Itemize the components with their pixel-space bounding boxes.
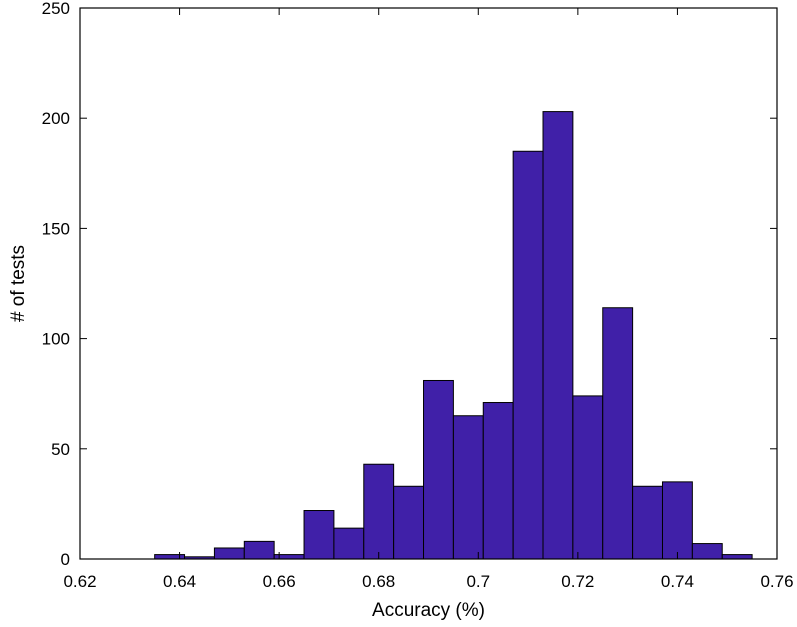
y-tick-label-2: 100 [42, 330, 70, 349]
y-tick-label-4: 200 [42, 109, 70, 128]
x-tick-label-5: 0.72 [561, 572, 594, 591]
x-tick-label-3: 0.68 [362, 572, 395, 591]
histogram-bar-18 [691, 543, 723, 560]
histogram-bar-9 [423, 379, 454, 560]
histogram-bar-19 [721, 554, 753, 560]
histogram-bar-15 [602, 307, 634, 560]
y-tick-label-5: 250 [42, 0, 70, 18]
x-tick-label-0: 0.62 [63, 572, 96, 591]
histogram-bar-8 [393, 485, 425, 560]
x-tick-label-6: 0.74 [661, 572, 694, 591]
histogram-bar-14 [572, 395, 604, 560]
y-tick-label-0: 0 [61, 550, 70, 569]
x-tick-label-2: 0.66 [263, 572, 296, 591]
histogram-bar-16 [632, 485, 663, 560]
x-tick-label-1: 0.64 [163, 572, 196, 591]
histogram-bar-7 [363, 463, 395, 560]
x-tick-label-4: 0.7 [466, 572, 490, 591]
histogram-bar-17 [661, 481, 693, 560]
y-tick-label-1: 50 [51, 440, 70, 459]
plot-frame [79, 7, 778, 560]
histogram-bar-4 [273, 554, 305, 560]
histogram-bar-2 [213, 547, 245, 560]
y-axis-label: # of tests [8, 245, 29, 322]
x-axis-label: Accuracy (%) [372, 600, 485, 621]
y-axis-ticks: 0 50 100 150 200 250 [42, 0, 777, 569]
histogram-bar-13 [542, 111, 574, 560]
y-tick-label-3: 150 [42, 219, 70, 238]
histogram-bar-12 [512, 150, 544, 560]
histogram-bars [154, 111, 753, 560]
histogram-bar-6 [333, 527, 365, 560]
x-tick-label-7: 0.76 [760, 572, 793, 591]
x-axis-ticks: 0.62 0.64 0.66 0.68 0.7 0.72 0.74 0.76 [63, 8, 794, 591]
histogram-bar-11 [482, 402, 514, 560]
histogram-bar-10 [452, 415, 484, 560]
histogram-bar-5 [303, 510, 335, 560]
histogram-bar-3 [243, 540, 275, 560]
